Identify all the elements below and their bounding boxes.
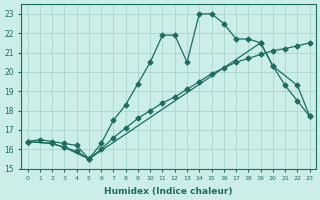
X-axis label: Humidex (Indice chaleur): Humidex (Indice chaleur)	[104, 187, 233, 196]
